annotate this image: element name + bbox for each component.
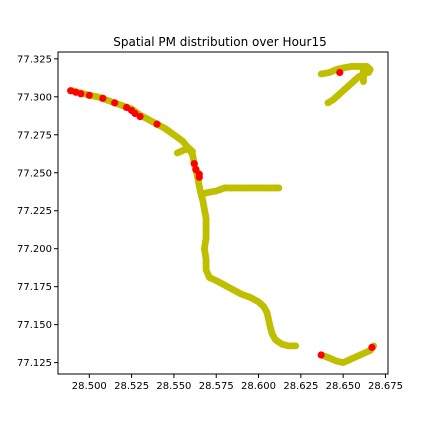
x-tick-label: 28.625 (283, 381, 318, 392)
data-point-low (275, 184, 283, 192)
x-tick-label: 28.650 (326, 381, 361, 392)
data-point-high (190, 160, 198, 168)
x-tick-label: 28.600 (241, 381, 276, 392)
y-tick-label: 77.150 (17, 320, 52, 331)
data-point-high (85, 91, 93, 99)
y-tick-label: 77.200 (17, 244, 52, 255)
x-tick-label: 28.675 (368, 381, 403, 392)
data-point-high (195, 173, 203, 181)
path-layer (68, 63, 378, 367)
x-tick-label: 28.500 (72, 381, 107, 392)
y-tick-label: 77.275 (17, 130, 52, 141)
data-point-high (136, 112, 144, 121)
y-tick-label: 77.175 (17, 282, 52, 293)
y-tick-label: 77.300 (17, 92, 52, 103)
x-tick-label: 28.575 (199, 381, 234, 392)
data-point-high (153, 120, 161, 128)
data-point-low (360, 78, 367, 86)
x-axis: 28.500 28.525 28.550 28.575 28.600 28.625 28.6… (72, 374, 403, 392)
plot-frame (57, 51, 389, 375)
data-point-high (336, 68, 344, 77)
data-point-low (292, 342, 300, 350)
data-point-high (317, 351, 325, 359)
data-point-high (368, 343, 376, 352)
data-point-high (111, 99, 119, 107)
x-tick-label: 28.525 (114, 381, 149, 392)
data-point-low (189, 148, 196, 155)
x-tick-label: 28.550 (156, 381, 191, 392)
y-axis: 77.125 77.150 77.175 77.200 77.225 77.250 77.2… (17, 54, 58, 369)
chart-title: Spatial PM distribution over Hour15 (113, 35, 326, 49)
y-tick-label: 77.225 (17, 206, 52, 217)
data-point-low (324, 99, 332, 107)
data-point-high (99, 94, 107, 102)
y-tick-label: 77.250 (17, 168, 52, 179)
y-tick-label: 77.125 (17, 358, 52, 369)
y-tick-label: 77.325 (17, 54, 52, 65)
data-point-high (77, 90, 85, 98)
point-layer (67, 68, 376, 359)
